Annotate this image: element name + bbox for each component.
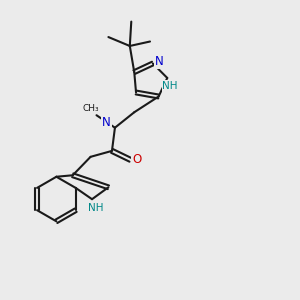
Text: O: O [132, 153, 142, 166]
Text: N: N [155, 55, 164, 68]
Text: NH: NH [163, 81, 178, 91]
Text: CH₃: CH₃ [83, 104, 100, 113]
Text: NH: NH [88, 203, 103, 213]
Text: N: N [102, 116, 111, 129]
